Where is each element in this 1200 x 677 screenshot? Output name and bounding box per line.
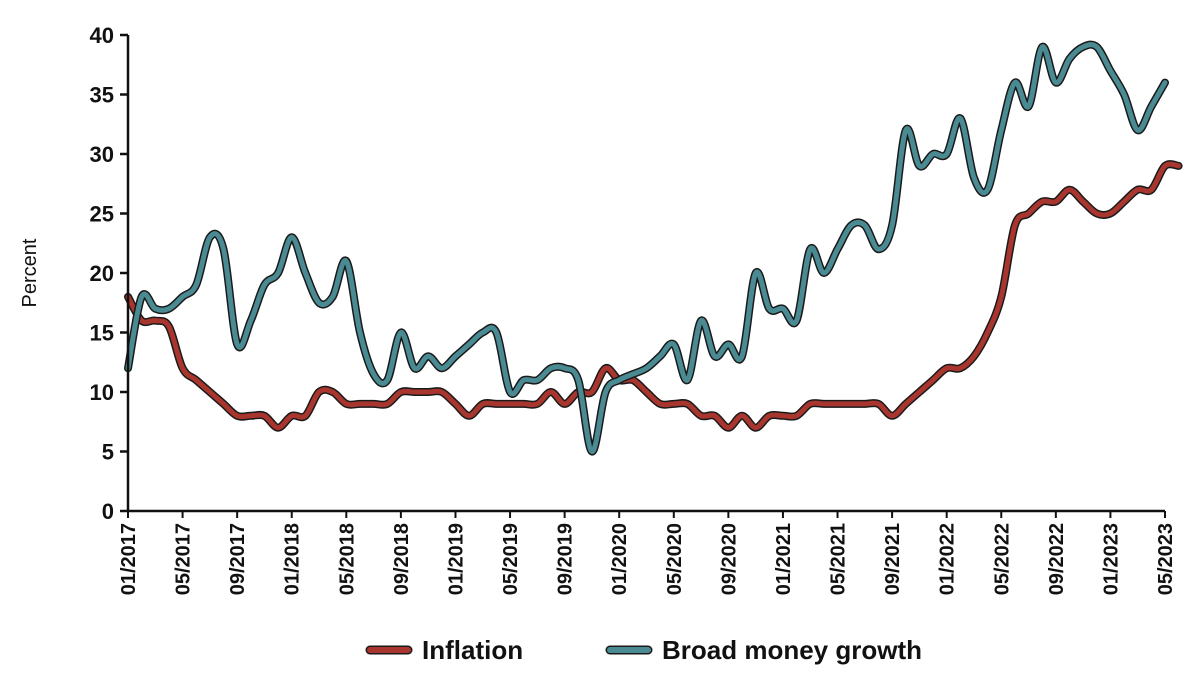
y-tick-label: 0 [102, 499, 114, 524]
x-tick-label: 05/2020 [664, 523, 686, 595]
y-tick-label: 5 [102, 440, 114, 465]
y-tick-label: 40 [90, 23, 114, 48]
y-tick-label: 35 [90, 83, 114, 108]
x-tick-label: 01/2021 [773, 523, 795, 595]
x-tick-label: 01/2019 [445, 523, 467, 595]
y-axis-title: Percent [19, 238, 41, 307]
series-outline-inflation [124, 160, 1183, 432]
y-axis-ticks: 0 5 10 15 20 25 30 35 40 [90, 23, 128, 524]
y-tick-label: 20 [90, 261, 114, 286]
x-tick-label: 09/2017 [227, 523, 249, 595]
x-tick-label: 05/2023 [1155, 523, 1177, 595]
x-tick-label: 05/2019 [500, 523, 522, 595]
x-tick-label: 05/2021 [828, 523, 850, 595]
y-tick-label: 15 [90, 321, 114, 346]
x-tick-label: 05/2018 [336, 523, 358, 595]
legend-label-broad-money-growth: Broad money growth [662, 635, 922, 665]
x-tick-label: 01/2020 [609, 523, 631, 595]
series-line-inflation [125, 161, 1182, 431]
x-tick-label: 05/2017 [173, 523, 195, 595]
x-tick-label: 01/2022 [937, 523, 959, 595]
x-tick-label: 05/2022 [991, 523, 1013, 595]
x-axis-ticks: 01/2017 05/2017 09/2017 01/2018 05/2018 09/20… [118, 511, 1177, 595]
legend: Inflation Broad money growth [365, 635, 922, 665]
x-tick-label: 09/2022 [1046, 523, 1068, 595]
x-tick-label: 01/2017 [118, 523, 140, 595]
y-tick-label: 30 [90, 142, 114, 167]
x-tick-label: 01/2023 [1100, 523, 1122, 595]
y-tick-label: 10 [90, 380, 114, 405]
legend-label-inflation: Inflation [422, 635, 523, 665]
series-layer [124, 40, 1183, 456]
x-tick-label: 09/2020 [718, 523, 740, 595]
series-line-broad-money-growth [125, 42, 1168, 455]
x-tick-label: 01/2018 [282, 523, 304, 595]
x-tick-label: 09/2018 [391, 523, 413, 595]
y-tick-label: 25 [90, 202, 114, 227]
x-tick-label: 09/2019 [555, 523, 577, 595]
x-tick-label: 09/2021 [882, 523, 904, 595]
